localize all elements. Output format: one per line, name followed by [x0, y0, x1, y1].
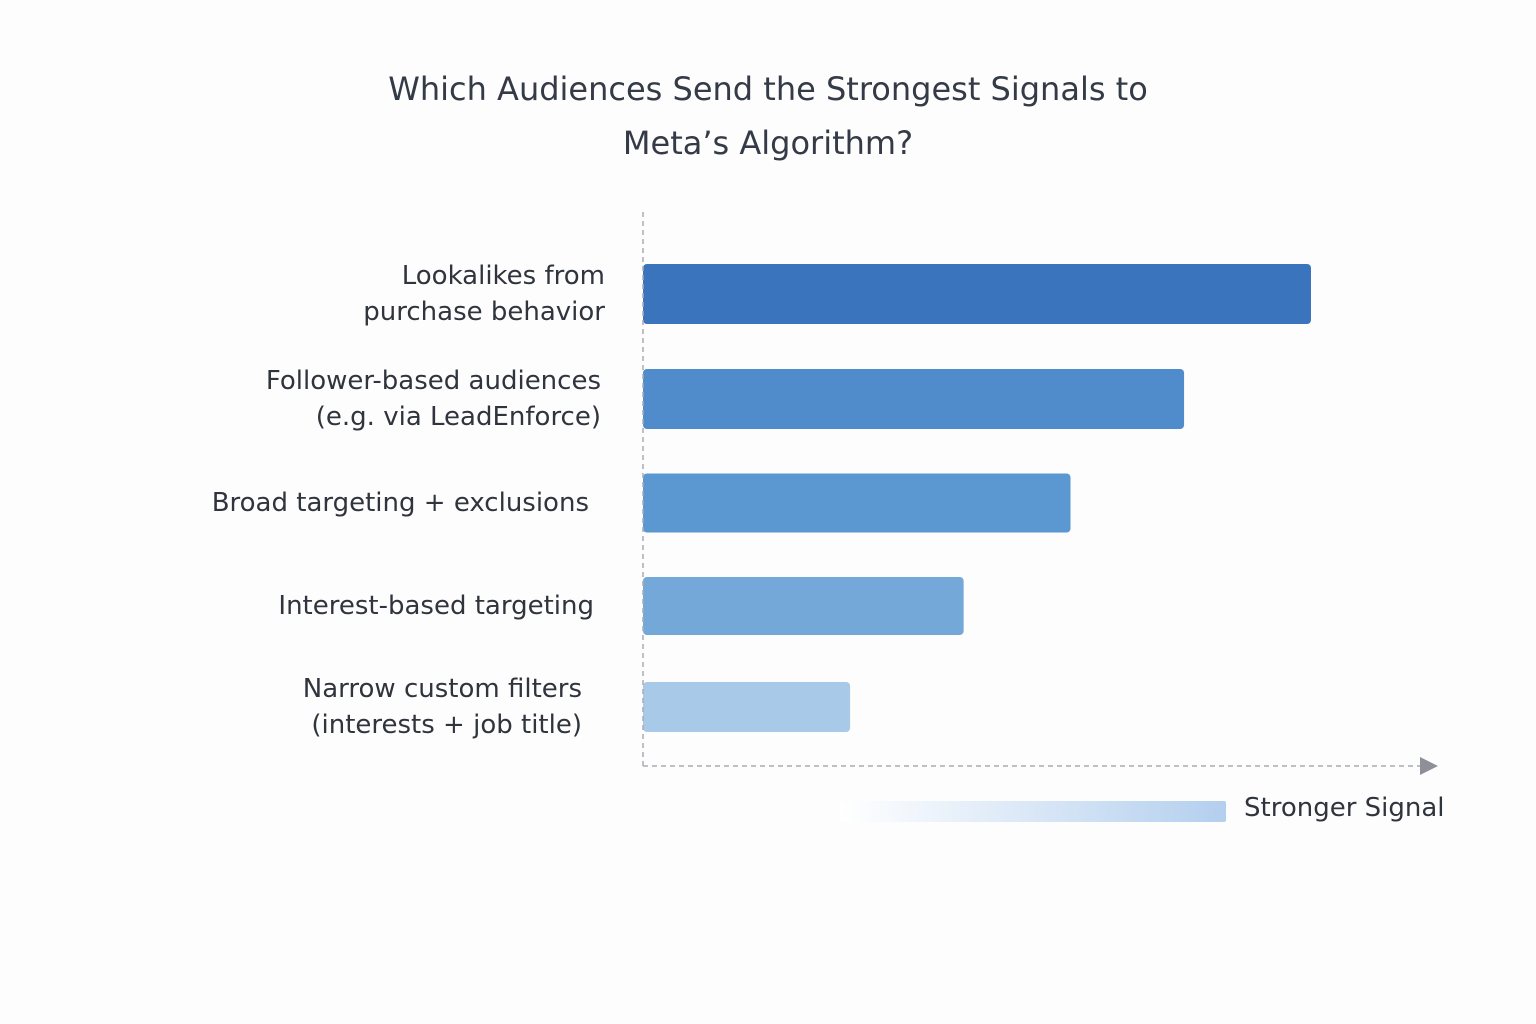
- category-label-2-line-1: Follower-based audiences: [265, 366, 601, 396]
- chart-title-line-1: Which Audiences Send the Strongest Signa…: [388, 70, 1148, 108]
- category-label-1: Lookalikes from purchase behavior: [363, 258, 605, 330]
- category-label-4-line-1: Interest-based targeting: [278, 591, 594, 621]
- category-label-5-line-2: (interests + job title): [311, 710, 582, 740]
- category-label-1-line-1: Lookalikes from: [401, 261, 605, 291]
- legend-gradient-bar: [840, 801, 1226, 822]
- category-label-5-line-1: Narrow custom filters: [302, 674, 582, 704]
- bars-group: [643, 264, 1311, 732]
- bar-2: [643, 369, 1185, 429]
- category-label-5: Narrow custom filters (interests + job ti…: [303, 671, 582, 743]
- category-label-3: Broad targeting + exclusions: [212, 485, 589, 521]
- bar-5: [643, 682, 851, 732]
- x-axis-arrow-icon: [1420, 757, 1438, 775]
- bar-1: [643, 264, 1311, 324]
- stronger-signal-label: Stronger Signal: [1244, 793, 1445, 823]
- bar-4: [643, 577, 964, 635]
- category-label-2: Follower-based audiences (e.g. via LeadEn…: [266, 363, 601, 435]
- category-label-1-line-2: purchase behavior: [363, 297, 605, 327]
- category-label-2-line-2: (e.g. via LeadEnforce): [315, 402, 601, 432]
- category-label-3-line-1: Broad targeting + exclusions: [211, 488, 589, 518]
- category-label-4: Interest-based targeting: [278, 588, 594, 624]
- chart-title-line-2: Meta’s Algorithm?: [622, 124, 914, 162]
- bar-3: [643, 473, 1071, 533]
- chart-title: Which Audiences Send the Strongest Signa…: [318, 62, 1218, 170]
